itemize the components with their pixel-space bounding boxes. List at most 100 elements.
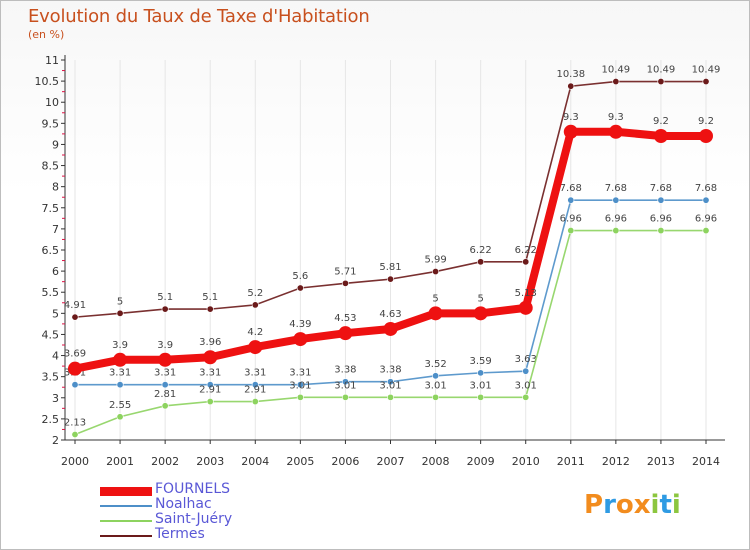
logo-letter: i bbox=[650, 490, 660, 520]
unit-label: (en %) bbox=[28, 28, 65, 41]
data-label-fournels: 9.3 bbox=[563, 112, 579, 123]
y-tick-label: 7 bbox=[52, 223, 59, 236]
data-label-noalhac: 3.52 bbox=[424, 359, 446, 370]
legend-item-noalhac: Noalhac bbox=[100, 496, 320, 513]
legend-label-noalhac: Noalhac bbox=[155, 496, 212, 512]
y-tick-label: 6.5 bbox=[42, 244, 60, 257]
y-tick-label: 3 bbox=[52, 392, 59, 405]
data-label-termes: 6.22 bbox=[470, 245, 492, 256]
data-label-noalhac: 3.31 bbox=[199, 368, 221, 379]
data-label-termes: 10.49 bbox=[647, 65, 676, 76]
y-tick-label: 5 bbox=[52, 307, 59, 320]
data-point-fournels bbox=[383, 321, 398, 336]
legend-item-saint-juery: Saint-Juéry bbox=[100, 511, 320, 528]
legend-label-saint-juery: Saint-Juéry bbox=[155, 511, 233, 527]
legend-item-fournels: FOURNELS bbox=[100, 481, 320, 498]
data-label-fournels: 4.2 bbox=[247, 327, 263, 338]
x-tick-label: 2001 bbox=[106, 455, 134, 468]
data-point-noalhac bbox=[341, 378, 349, 386]
data-point-noalhac bbox=[702, 196, 710, 204]
data-point-fournels bbox=[293, 332, 308, 347]
data-label-saint-ju-ry: 2.55 bbox=[109, 400, 131, 411]
legend-swatch-saint-juery bbox=[100, 520, 152, 522]
y-tick-label: 9 bbox=[52, 138, 59, 151]
data-point-fournels bbox=[113, 352, 128, 367]
data-point-saint-ju-ry bbox=[657, 227, 665, 235]
data-point-termes bbox=[657, 78, 665, 86]
data-point-fournels bbox=[473, 306, 488, 321]
data-label-saint-ju-ry: 6.96 bbox=[605, 214, 627, 225]
data-point-termes bbox=[296, 284, 304, 292]
data-point-termes bbox=[567, 82, 575, 90]
data-label-fournels: 4.53 bbox=[334, 313, 356, 324]
y-tick-label: 2 bbox=[52, 434, 59, 447]
data-point-noalhac bbox=[612, 196, 620, 204]
data-label-saint-ju-ry: 2.91 bbox=[244, 385, 266, 396]
logo-letter: i bbox=[671, 490, 681, 520]
data-point-termes bbox=[251, 301, 259, 309]
x-tick-label: 2004 bbox=[241, 455, 269, 468]
logo-letter: r bbox=[603, 490, 616, 520]
data-point-termes bbox=[612, 78, 620, 86]
data-point-noalhac bbox=[567, 196, 575, 204]
legend-swatch-noalhac bbox=[100, 505, 152, 507]
data-point-termes bbox=[116, 309, 124, 317]
data-label-noalhac: 3.38 bbox=[334, 365, 356, 376]
y-tick-label: 9.5 bbox=[42, 117, 60, 130]
x-tick-label: 2000 bbox=[61, 455, 89, 468]
data-label-termes: 10.38 bbox=[556, 69, 585, 80]
data-label-noalhac: 7.68 bbox=[560, 183, 582, 194]
x-tick-label: 2014 bbox=[692, 455, 720, 468]
data-label-fournels: 9.2 bbox=[698, 116, 714, 127]
y-tick-label: 10 bbox=[45, 96, 59, 109]
y-tick-label: 5.5 bbox=[42, 286, 60, 299]
data-point-termes bbox=[161, 305, 169, 313]
data-label-saint-ju-ry: 2.91 bbox=[199, 385, 221, 396]
data-label-fournels: 5 bbox=[477, 293, 483, 304]
data-label-noalhac: 3.31 bbox=[289, 368, 311, 379]
data-point-saint-ju-ry bbox=[522, 393, 530, 401]
data-label-termes: 5.6 bbox=[292, 271, 308, 282]
data-label-noalhac: 3.31 bbox=[154, 368, 176, 379]
data-point-noalhac bbox=[251, 381, 259, 389]
data-point-termes bbox=[702, 78, 710, 86]
legend-label-fournels: FOURNELS bbox=[155, 481, 231, 497]
x-tick-label: 2005 bbox=[286, 455, 314, 468]
data-point-fournels bbox=[608, 124, 623, 139]
data-label-fournels: 3.96 bbox=[199, 337, 221, 348]
data-label-termes: 5.1 bbox=[157, 292, 173, 303]
data-point-fournels bbox=[68, 361, 82, 376]
data-point-saint-ju-ry bbox=[386, 393, 394, 401]
data-label-termes: 5 bbox=[117, 296, 123, 307]
data-label-fournels: 3.69 bbox=[64, 349, 86, 360]
data-point-saint-ju-ry bbox=[477, 393, 485, 401]
y-tick-label: 11 bbox=[45, 54, 59, 67]
data-point-noalhac bbox=[296, 381, 304, 389]
data-point-noalhac bbox=[657, 196, 665, 204]
data-point-saint-ju-ry bbox=[432, 393, 440, 401]
x-tick-label: 2009 bbox=[467, 455, 495, 468]
data-label-fournels: 9.2 bbox=[653, 116, 669, 127]
data-point-noalhac bbox=[161, 381, 169, 389]
data-point-noalhac bbox=[386, 378, 394, 386]
data-label-saint-ju-ry: 3.01 bbox=[379, 380, 401, 391]
data-point-noalhac bbox=[71, 381, 79, 389]
data-label-noalhac: 3.31 bbox=[244, 368, 266, 379]
data-label-noalhac: 7.68 bbox=[650, 183, 672, 194]
data-label-saint-ju-ry: 3.01 bbox=[424, 380, 446, 391]
data-label-saint-ju-ry: 3.01 bbox=[515, 380, 537, 391]
data-point-fournels bbox=[338, 326, 353, 341]
data-label-termes: 10.49 bbox=[692, 65, 721, 76]
proxiti-logo: Proxiti bbox=[584, 490, 681, 520]
data-label-fournels: 5.13 bbox=[515, 288, 537, 299]
data-point-noalhac bbox=[477, 369, 485, 377]
legend-label-termes: Termes bbox=[155, 526, 205, 542]
data-point-fournels bbox=[563, 124, 578, 139]
data-point-saint-ju-ry bbox=[612, 227, 620, 235]
data-label-termes: 5.71 bbox=[334, 266, 356, 277]
legend-item-termes: Termes bbox=[100, 526, 320, 543]
data-point-termes bbox=[71, 313, 79, 321]
data-point-fournels bbox=[158, 352, 173, 367]
y-tick-label: 3.5 bbox=[42, 371, 60, 384]
